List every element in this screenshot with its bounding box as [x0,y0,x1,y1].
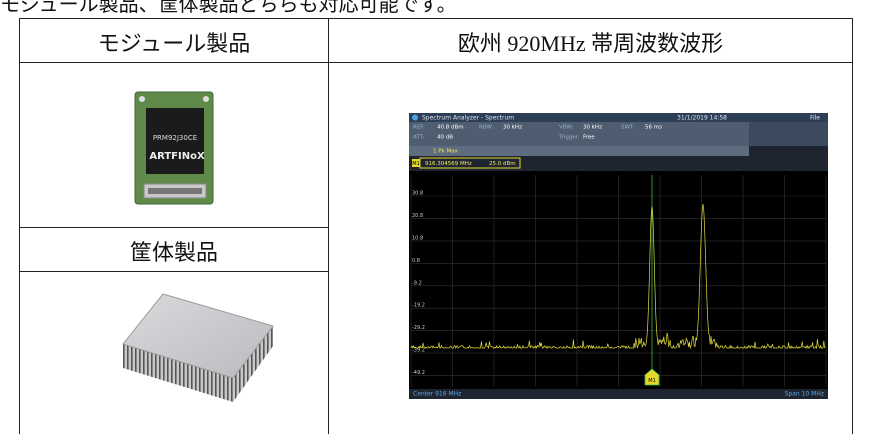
marker-flag-label: M1 [648,378,656,384]
y-axis-label: 20.8 [412,213,423,219]
setting-value: 40.8 dBm [437,125,464,131]
y-axis-label: -29.2 [412,325,425,331]
menu-item: File [810,115,820,122]
settings-panel [409,122,749,146]
center-label: Center 916 MHz [413,391,461,398]
y-axis-label: -39.2 [412,348,425,354]
setting-name: ATT: [413,135,424,141]
table-cell: 筐体製品 [129,240,218,265]
pcb-edge [134,91,214,205]
y-axis-label: 10.8 [412,235,423,241]
y-axis-label: -49.2 [412,370,425,376]
table-border [19,18,853,19]
model-text: PRM92J30CE [153,134,197,142]
trace-panel [409,146,749,156]
enclosure-side [233,326,273,402]
span-label: Span 10 MHz [785,391,824,398]
marker-badge [412,159,420,167]
table-border [19,227,328,228]
enclosure-side [123,344,233,402]
settings-panel [749,122,828,146]
brand-text: ARTFINoX [149,151,205,162]
connector-pins [148,188,202,194]
setting-value: 40 dB [437,135,453,141]
hole [139,96,145,102]
setting-value: 30 kHz [503,125,522,131]
table-border [19,271,328,272]
app-icon [412,114,418,121]
setting-name: RBW: [479,125,494,131]
table-border [19,18,20,434]
y-axis-label: 30.8 [412,191,423,197]
screen-title: Spectrum Analyzer - Spectrum [422,115,514,122]
table-border [852,18,853,434]
marker-freq: 916.304569 MHz [425,161,472,167]
spectrum-screenshot: Spectrum Analyzer - Spectrum 31/1/2019 1… [409,113,828,399]
setting-value: Free [583,135,595,141]
title-bar [409,113,828,122]
setting-name: Trigger: [558,135,580,141]
trace-label: 1 Pk Max [433,149,459,155]
module-image: PRM92J30CE ARTFINoX [134,91,214,205]
enclosure-image [122,293,274,402]
hole [203,96,209,102]
setting-name: VBW: [559,125,573,131]
table-header: モジュール製品 [97,31,251,56]
setting-name: REF: [413,125,425,131]
setting-name: SWT: [621,125,635,131]
enclosure-top [122,293,274,379]
shield-label [146,108,204,174]
footer-bar [409,389,828,399]
setting-value: 30 kHz [583,125,602,131]
screen-datetime: 31/1/2019 14:58 [677,115,727,122]
marker-box [419,157,521,169]
table-header: 欧州 920MHz 帯周波数波形 [457,31,724,56]
marker-name: M1 [412,161,420,167]
trace [410,203,826,350]
marker-level: 25.0 dBm [489,161,516,167]
marker-flag [644,368,660,386]
y-axis-label: 0.8 [412,258,420,264]
setting-value: 56 ms [645,125,662,131]
table-border [328,18,329,434]
intro-text: モジュール製品、筐体製品どちらも対応可能です。 [0,0,457,16]
y-axis-label: -9.2 [412,280,422,286]
y-axis-label: -19.2 [412,303,425,309]
table-border [19,62,853,63]
